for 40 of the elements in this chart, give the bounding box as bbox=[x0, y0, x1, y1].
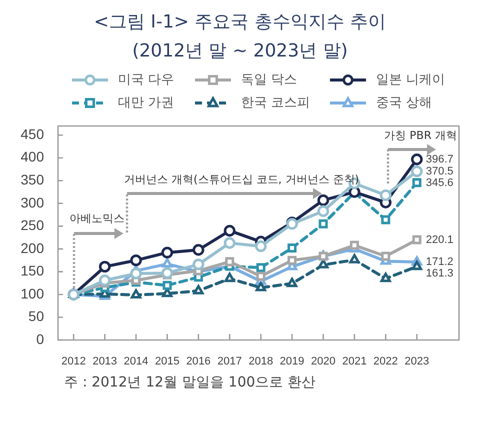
text: 주 : 2012년 12월 말일을 100으로 환산 bbox=[64, 374, 316, 391]
annotation: 가칭 PBR 개혁 bbox=[384, 128, 457, 142]
chart-subtitle: (2012년 말 ~ 2023년 말) bbox=[132, 40, 348, 62]
y-tick-label: 350 bbox=[20, 172, 44, 188]
x-tick-label: 2017 bbox=[217, 356, 242, 368]
x-tick-label: 2013 bbox=[92, 356, 118, 368]
annotation: 아베노믹스 bbox=[70, 212, 125, 225]
y-tick-label: 50 bbox=[28, 308, 44, 324]
x-tick-label: 2023 bbox=[404, 356, 430, 368]
data-label: 345.6 bbox=[426, 176, 454, 189]
x-tick-label: 2022 bbox=[373, 356, 398, 368]
x-tick-label: 2014 bbox=[124, 356, 148, 368]
x-tick-label: 2019 bbox=[280, 356, 304, 368]
x-tick-label: 2021 bbox=[342, 356, 367, 368]
x-tick-label: 2012 bbox=[61, 356, 86, 368]
x-tick-label: 2018 bbox=[248, 356, 274, 368]
legend-label: 미국 다우 bbox=[118, 72, 174, 88]
y-tick-label: 0 bbox=[36, 330, 44, 347]
data-label: 220.1 bbox=[426, 234, 454, 246]
y-tick-label: 450 bbox=[20, 126, 44, 142]
data-label: 161.3 bbox=[426, 268, 454, 280]
y-tick-label: 100 bbox=[20, 285, 44, 302]
data-label: 370.5 bbox=[426, 165, 454, 178]
x-tick-label: 2016 bbox=[186, 356, 211, 368]
legend-label: 중국 상해 bbox=[376, 95, 432, 110]
y-tick-label: 150 bbox=[20, 262, 44, 279]
y-tick-label: 200 bbox=[20, 240, 44, 256]
legend-label: 독일 닥스 bbox=[241, 72, 298, 88]
y-tick-label: 300 bbox=[20, 194, 44, 210]
annotation: 거버넌스 개혁(스튜어드십 코드, 거버넌스 준칙) bbox=[124, 172, 360, 186]
y-tick-label: 400 bbox=[20, 148, 44, 165]
legend-label: 일본 니케이 bbox=[376, 72, 446, 88]
legend-label: 대만 가권 bbox=[118, 95, 174, 110]
x-tick-label: 2020 bbox=[311, 356, 336, 368]
legend-label: 한국 코스피 bbox=[241, 95, 310, 110]
data-label: 171.2 bbox=[426, 256, 454, 268]
y-tick-label: 250 bbox=[20, 217, 44, 234]
data-label: 396.7 bbox=[426, 153, 454, 166]
x-tick-label: 2015 bbox=[154, 356, 180, 368]
chart-title: <그림 Ⅰ-1> 주요국 총수익지수 추이 bbox=[94, 12, 386, 33]
